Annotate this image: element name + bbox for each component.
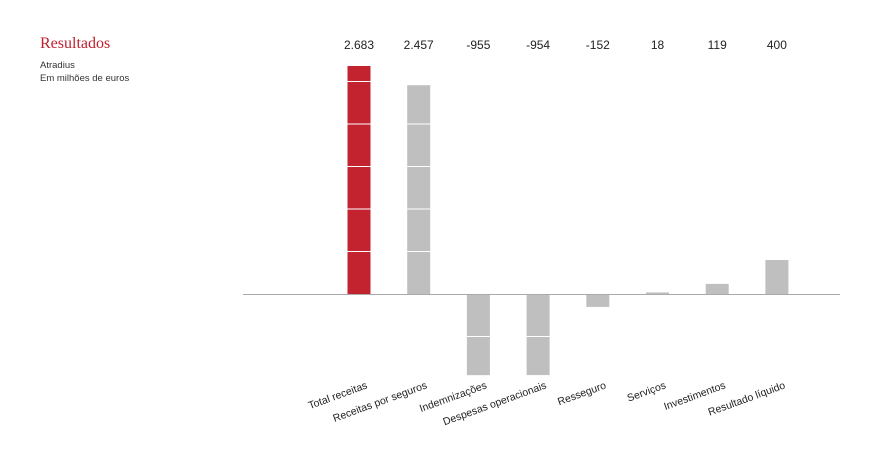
bar bbox=[765, 260, 789, 294]
category-label: Despesas operacionais bbox=[441, 380, 548, 429]
data-label: -954 bbox=[526, 38, 550, 52]
bar bbox=[526, 294, 550, 376]
chart-title: Resultados bbox=[40, 35, 111, 52]
data-label: 18 bbox=[651, 38, 665, 52]
data-label: 119 bbox=[708, 38, 727, 52]
chart-subtitle: Atradius Em milhões de euros bbox=[40, 60, 129, 85]
data-label: 400 bbox=[767, 38, 787, 52]
bar bbox=[466, 294, 490, 376]
category-label: Resseguro bbox=[556, 379, 608, 408]
bar bbox=[646, 292, 669, 294]
subtitle-units: Em milhões de euros bbox=[40, 72, 130, 84]
bar bbox=[586, 294, 610, 307]
data-label: 2.683 bbox=[344, 38, 374, 52]
data-label: -152 bbox=[586, 38, 610, 52]
data-label: 2.457 bbox=[404, 38, 434, 52]
subtitle-company: Atradius bbox=[40, 60, 75, 71]
bar bbox=[705, 283, 729, 294]
data-label: -955 bbox=[466, 38, 490, 52]
bar bbox=[347, 66, 371, 294]
category-label: Serviços bbox=[626, 380, 668, 405]
bar bbox=[407, 85, 431, 294]
